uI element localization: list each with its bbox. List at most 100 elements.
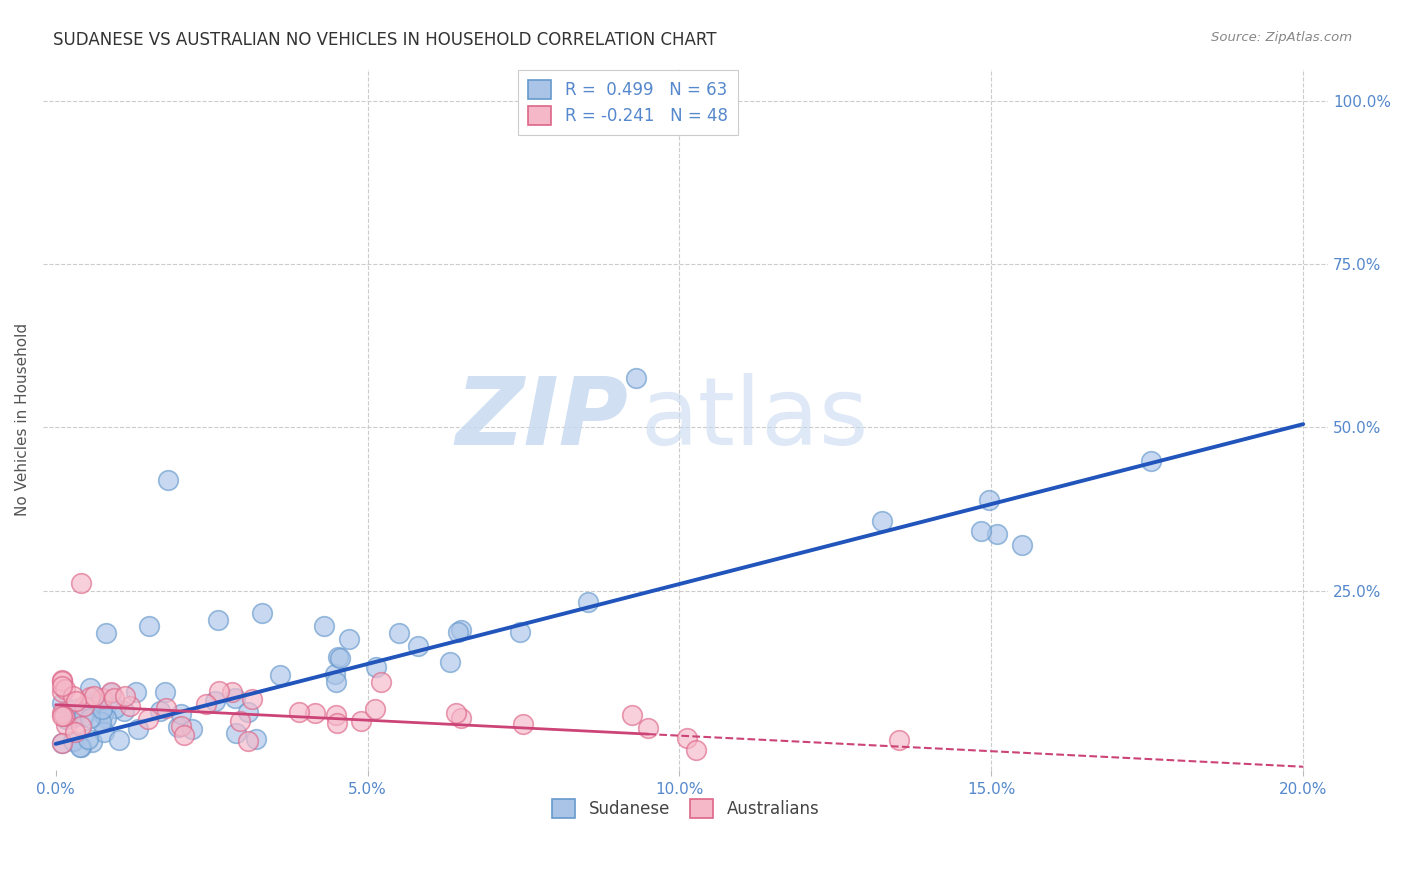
Point <box>148 705 170 719</box>
Point <box>51 736 73 750</box>
Point <box>207 684 229 698</box>
Point <box>90 702 112 716</box>
Point <box>77 732 100 747</box>
Y-axis label: No Vehicles in Household: No Vehicles in Household <box>15 323 30 516</box>
Point <box>51 674 73 689</box>
Point <box>388 626 411 640</box>
Point <box>323 666 346 681</box>
Point <box>70 740 93 755</box>
Point <box>155 701 177 715</box>
Point <box>51 709 73 723</box>
Point <box>170 719 193 733</box>
Point <box>69 575 91 590</box>
Point <box>180 722 202 736</box>
Point <box>100 686 122 700</box>
Point <box>242 692 264 706</box>
Point <box>93 725 115 739</box>
Point <box>288 706 311 720</box>
Point <box>238 734 260 748</box>
Point <box>91 706 114 721</box>
Point <box>512 717 534 731</box>
Point <box>79 711 101 725</box>
Point <box>69 740 91 755</box>
Point <box>329 651 352 665</box>
Point <box>304 706 326 720</box>
Legend: Sudanese, Australians: Sudanese, Australians <box>546 792 827 825</box>
Point <box>224 691 246 706</box>
Point <box>325 707 347 722</box>
Point <box>576 595 599 609</box>
Point <box>245 731 267 746</box>
Point <box>62 709 84 723</box>
Point <box>364 702 387 716</box>
Point <box>221 685 243 699</box>
Point <box>312 619 335 633</box>
Point <box>156 473 179 487</box>
Point <box>155 685 177 699</box>
Point <box>94 626 117 640</box>
Point <box>51 673 73 687</box>
Point <box>51 684 73 698</box>
Point <box>55 718 77 732</box>
Point <box>236 705 259 719</box>
Point <box>62 733 84 747</box>
Point <box>91 690 114 705</box>
Point <box>114 689 136 703</box>
Text: ZIP: ZIP <box>456 373 628 466</box>
Point <box>1139 454 1161 468</box>
Point <box>326 715 349 730</box>
Point <box>80 735 103 749</box>
Point <box>207 613 229 627</box>
Point <box>350 714 373 728</box>
Point <box>65 702 87 716</box>
Point <box>55 712 77 726</box>
Point <box>509 624 531 639</box>
Point <box>450 623 472 637</box>
Point <box>969 524 991 538</box>
Point <box>108 733 131 747</box>
Point <box>685 743 707 757</box>
Point <box>90 714 112 729</box>
Point <box>52 709 75 723</box>
Point <box>65 724 87 739</box>
Point <box>120 699 142 714</box>
Point <box>104 701 127 715</box>
Point <box>446 706 468 720</box>
Point <box>225 726 247 740</box>
Point <box>79 690 101 704</box>
Point <box>73 698 96 713</box>
Point <box>229 714 252 728</box>
Point <box>370 675 392 690</box>
Point <box>624 371 647 385</box>
Point <box>53 682 76 697</box>
Point <box>450 711 472 725</box>
Point <box>103 691 125 706</box>
Point <box>90 704 112 718</box>
Point <box>620 707 643 722</box>
Point <box>887 733 910 747</box>
Point <box>366 660 388 674</box>
Point <box>138 619 160 633</box>
Point <box>250 607 273 621</box>
Point <box>96 711 118 725</box>
Point <box>325 675 347 690</box>
Point <box>51 680 73 694</box>
Point <box>65 693 87 707</box>
Point <box>977 493 1000 508</box>
Point <box>1011 538 1033 552</box>
Point <box>406 640 429 654</box>
Point <box>637 721 659 735</box>
Point <box>83 689 105 703</box>
Point <box>112 704 135 718</box>
Point <box>195 698 218 712</box>
Point <box>166 720 188 734</box>
Point <box>51 696 73 710</box>
Point <box>439 656 461 670</box>
Point <box>62 690 84 704</box>
Point <box>870 514 893 528</box>
Point <box>51 736 73 750</box>
Point <box>269 668 291 682</box>
Point <box>136 712 159 726</box>
Point <box>986 527 1008 541</box>
Point <box>447 624 470 639</box>
